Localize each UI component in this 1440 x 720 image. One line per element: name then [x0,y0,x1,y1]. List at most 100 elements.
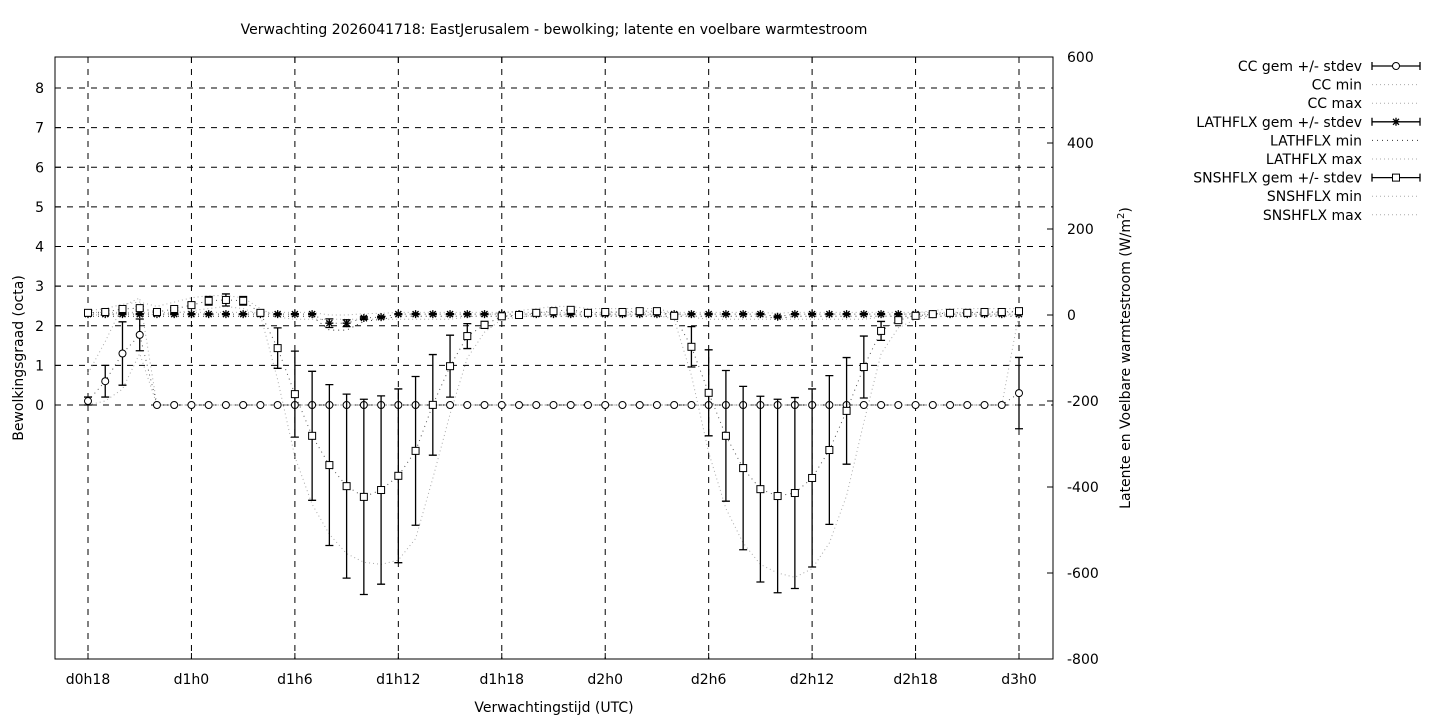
data-point-circle [635,401,644,409]
data-point-square [756,485,765,494]
data-point-square [911,311,920,320]
data-point-square [411,446,420,455]
data-point-star [739,310,748,319]
legend-entry: SNSHFLX max [1263,208,1420,224]
data-point-circle [446,401,455,409]
legend-entry: SNSHFLX min [1267,189,1420,205]
y2-tick-label: 0 [1067,308,1076,324]
series-layer [84,293,1023,596]
x-tick-label: d0h18 [66,672,110,688]
data-point-square [877,326,886,335]
data-point-star [411,310,420,319]
data-point-square [790,489,799,498]
data-point-circle [997,401,1006,409]
data-point-circle [566,401,575,409]
data-point-square [635,307,644,316]
x-tick-label: d1h18 [480,672,524,688]
data-point-star [394,310,403,319]
legend-marker-circle [1392,62,1400,70]
data-point-square [239,296,248,305]
data-point-circle [135,330,144,339]
data-point-square [463,332,472,341]
data-point-star [877,310,886,319]
y-tick-label: 0 [35,398,44,414]
data-point-square [135,304,144,313]
data-point-square [515,311,524,319]
data-point-square [652,307,661,316]
legend-entry: SNSHFLX gem +/- stdev [1193,171,1421,187]
data-point-circle [221,401,230,409]
data-point-star [566,310,575,319]
data-point-star [687,310,696,319]
data-point-circle [187,401,196,409]
y2-tick-label: 200 [1067,222,1094,238]
legend-entry: CC gem +/- stdev [1238,59,1421,75]
data-point-square [721,431,730,440]
y-tick-label: 2 [35,319,44,335]
data-point-circle [515,401,524,409]
data-point-circle [549,401,558,409]
series-snshflx-min [88,305,1019,578]
data-point-star [842,310,851,319]
data-point-square [687,342,696,351]
y-axis-label: Bewolkingsgraad (octa) [11,275,27,441]
y2-axis-label-sup: 2 [1116,213,1127,219]
data-point-circle [687,401,696,409]
data-point-star [704,310,713,319]
data-point-circle [256,401,265,409]
y2-axis-label-end: ) [1118,207,1134,212]
y2-tick-label: -800 [1067,652,1099,668]
legend-label: CC max [1307,96,1362,112]
data-point-square [566,305,575,314]
data-point-star [170,310,179,319]
x-tick-label: d1h6 [277,672,313,688]
series-line [87,333,1020,406]
data-point-star [325,319,334,328]
legend-label: SNSHFLX gem +/- stdev [1193,171,1362,187]
data-point-square [601,307,610,316]
data-point-square [618,307,627,316]
legend-label: CC min [1312,78,1362,94]
data-point-circle [204,401,213,409]
y-tick-label: 1 [35,358,44,374]
data-point-star [480,310,489,319]
data-point-square [170,304,179,313]
legend-entry: CC max [1307,96,1420,112]
data-point-star [239,310,248,319]
data-point-square [997,307,1006,316]
legend-label: SNSHFLX max [1263,208,1362,224]
data-point-square [84,308,92,317]
series-line [88,305,1019,578]
data-point-circle [618,401,627,409]
data-point-circle [532,401,541,409]
legend-entry: LATHFLX min [1270,133,1420,149]
legend-marker-square [1392,173,1400,182]
data-point-square [549,307,558,316]
x-tick-label: d2h12 [790,672,834,688]
data-point-square [221,295,230,304]
data-point-star [446,310,455,319]
data-point-star [756,310,765,319]
x-tick-label: d3h0 [1001,672,1037,688]
data-point-circle [963,401,972,409]
data-point-circle [601,401,610,409]
legend-entry: LATHFLX gem +/- stdev [1196,115,1421,131]
data-point-circle [583,401,592,409]
data-point-square [118,304,127,313]
series-line [87,352,1019,406]
data-point-star [187,310,196,319]
y-tick-label: 3 [35,279,44,295]
data-point-circle [84,397,92,406]
data-point-circle [946,401,955,409]
data-point-star [428,310,437,319]
legend-marker-star [1392,117,1400,126]
data-point-star [377,313,386,322]
data-point-square [946,308,955,317]
data-point-square [963,308,972,317]
series-cc-min [87,352,1019,406]
data-point-star [721,310,730,319]
data-point-circle [239,401,248,409]
data-point-star [273,310,282,319]
legend-label: LATHFLX max [1266,152,1362,168]
data-point-square [773,492,782,501]
